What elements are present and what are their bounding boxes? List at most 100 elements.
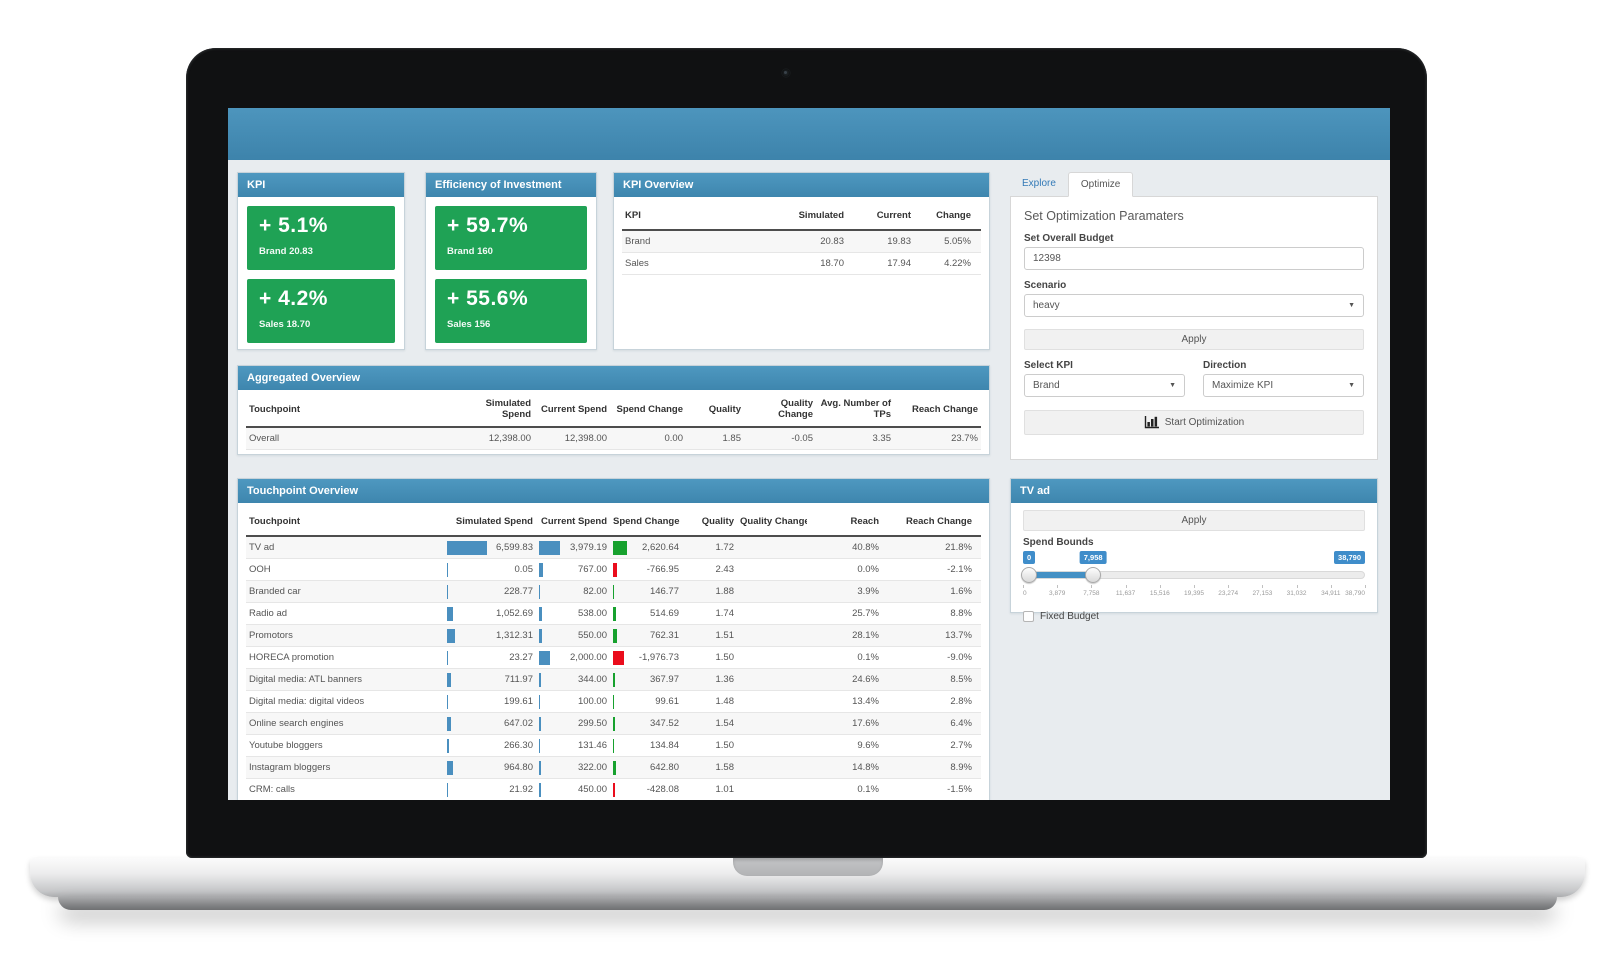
slider-tick <box>1023 585 1024 588</box>
spend-change-value: 514.69 <box>649 608 679 619</box>
spend-change-bar <box>613 672 615 687</box>
table-row[interactable]: Digital media: ATL banners 711.97 344.00 36… <box>246 669 981 691</box>
spend-change-bar <box>613 540 627 555</box>
cell-current: 131.46 <box>536 738 610 753</box>
efficiency-sales-label: Sales 156 <box>447 319 491 330</box>
budget-input[interactable] <box>1024 247 1364 270</box>
cell-quality: 1.48 <box>715 696 735 707</box>
select-kpi-label: Select KPI <box>1024 360 1073 371</box>
slider-tick-label: 0 <box>1023 590 1027 597</box>
cell-simulated: 266.30 <box>444 738 536 753</box>
simulated-bar <box>447 606 454 621</box>
simulated-value: 1,052.69 <box>496 608 533 619</box>
table-row[interactable]: TV ad 6,599.83 3,979.19 2,620.64 1.72 40.8% 21… <box>246 537 981 559</box>
kpi-overview-title: KPI Overview <box>614 173 989 197</box>
aggregated-header-row: Touchpoint Simulated Spend Current Spend Sp… <box>246 394 981 428</box>
table-row[interactable]: Instagram bloggers 964.80 322.00 642.80 1.58… <box>246 757 981 779</box>
spend-change-value: 99.61 <box>655 696 679 707</box>
cell-simulated: 964.80 <box>444 760 536 775</box>
spend-change-bar <box>613 716 615 731</box>
spend-change-value: -766.95 <box>646 564 679 575</box>
cell-reach-change: -2.1% <box>947 564 972 575</box>
current-bar <box>539 562 543 577</box>
table-row[interactable]: Promotors 1,312.31 550.00 762.31 1.51 28.1% 13… <box>246 625 981 647</box>
cell-reach-change: -9.0% <box>947 652 972 663</box>
tab-explore[interactable]: Explore <box>1022 178 1056 189</box>
fixed-budget-checkbox[interactable] <box>1023 611 1034 622</box>
cell-current: 299.50 <box>536 716 610 731</box>
col-7: Reach Change <box>906 515 972 527</box>
kpi-card-sales[interactable]: + 4.2% Sales 18.70 <box>247 279 395 343</box>
table-row[interactable]: Youtube bloggers 266.30 131.46 134.84 1.50 9.… <box>246 735 981 757</box>
cell-touchpoint: Digital media: digital videos <box>249 696 365 707</box>
slider-lower-handle[interactable] <box>1021 567 1037 583</box>
table-row[interactable]: Digital media: digital videos 199.61 100.0… <box>246 691 981 713</box>
cell-5: -0.05 <box>791 433 813 444</box>
kpi-brand-label: Brand 20.83 <box>259 246 313 257</box>
current-value: 767.00 <box>577 564 607 575</box>
current-bar <box>539 650 550 665</box>
col-2: Current Spend <box>541 515 607 527</box>
col-0: Touchpoint <box>249 404 301 415</box>
cell-reach: 13.4% <box>852 696 879 707</box>
cell-spend-change: 762.31 <box>610 628 682 643</box>
select-kpi-select[interactable]: Brand ▼ <box>1024 374 1185 397</box>
spend-bounds-slider: 0 7,958 38,790 0 3,879 7,758 11,637 15,516 19… <box>1021 551 1366 609</box>
kpi-card-brand[interactable]: + 5.1% Brand 20.83 <box>247 206 395 270</box>
kpi-overview-header-row: KPI Simulated Current Change <box>622 201 981 231</box>
optimize-panel: Explore Optimize Set Optimization Parama… <box>1010 172 1378 460</box>
cell-reach-change: 1.6% <box>950 586 972 597</box>
cell-quality: 1.51 <box>715 630 735 641</box>
table-row[interactable]: HORECA promotion 23.27 2,000.00 -1,976.73 1.… <box>246 647 981 669</box>
cell-simulated: 21.92 <box>444 782 536 797</box>
table-row[interactable]: OOH 0.05 767.00 -766.95 2.43 0.0% -2.1% <box>246 559 981 581</box>
slider-tick <box>1296 585 1298 588</box>
cell-touchpoint: Radio ad <box>249 608 288 619</box>
slider-tick-label: 31,032 <box>1286 590 1307 597</box>
efficiency-card-sales[interactable]: + 55.6% Sales 156 <box>435 279 587 343</box>
slider-track[interactable] <box>1023 571 1365 579</box>
cell-kpi: Brand <box>625 236 651 247</box>
cell-6: 3.35 <box>872 433 892 444</box>
cell-reach-change: 2.8% <box>950 696 972 707</box>
table-row[interactable]: Radio ad 1,052.69 538.00 514.69 1.74 25.7% 8.8… <box>246 603 981 625</box>
select-kpi-value: Brand <box>1033 380 1060 391</box>
spend-change-bar <box>613 584 615 599</box>
efficiency-card-brand[interactable]: + 59.7% Brand 160 <box>435 206 587 270</box>
simulated-value: 1,312.31 <box>496 630 533 641</box>
cell-simulated: 1,312.31 <box>444 628 536 643</box>
current-bar <box>539 738 541 753</box>
table-row[interactable]: Overall 12,398.00 12,398.00 0.00 1.85 -0.05 3.… <box>246 428 981 450</box>
current-value: 299.50 <box>577 718 607 729</box>
apply-button[interactable]: Apply <box>1024 329 1364 350</box>
slider-tick <box>1330 585 1332 588</box>
cell-quality: 1.58 <box>715 762 735 773</box>
spend-change-value: 642.80 <box>649 762 679 773</box>
simulated-bar <box>447 672 452 687</box>
table-row[interactable]: CRM: calls 21.92 450.00 -428.08 1.01 0.1% -1.5… <box>246 779 981 800</box>
tv-ad-apply-button[interactable]: Apply <box>1023 510 1365 531</box>
spend-change-bar <box>613 606 616 621</box>
table-row[interactable]: Brand 20.83 19.83 5.05% <box>622 231 981 253</box>
table-row[interactable]: Online search engines 647.02 299.50 347.52 1… <box>246 713 981 735</box>
current-value: 100.00 <box>577 696 607 707</box>
current-bar <box>539 760 541 775</box>
chevron-down-icon: ▼ <box>1169 382 1176 389</box>
slider-fill <box>1024 572 1094 578</box>
cell-touchpoint: Digital media: ATL banners <box>249 674 363 685</box>
scenario-select[interactable]: heavy ▼ <box>1024 294 1364 317</box>
cell-spend-change: 514.69 <box>610 606 682 621</box>
table-row[interactable]: Branded car 228.77 82.00 146.77 1.88 3.9% 1.6% <box>246 581 981 603</box>
col-simulated: Simulated <box>798 209 844 221</box>
cell-reach: 28.1% <box>852 630 879 641</box>
direction-select[interactable]: Maximize KPI ▼ <box>1203 374 1364 397</box>
slider-upper-handle[interactable] <box>1085 567 1102 583</box>
slider-min-badge: 0 <box>1023 551 1036 564</box>
simulated-value: 199.61 <box>503 696 533 707</box>
tab-optimize[interactable]: Optimize <box>1067 172 1134 197</box>
table-row[interactable]: Sales 18.70 17.94 4.22% <box>622 253 981 275</box>
cell-spend-change: -766.95 <box>610 562 682 577</box>
spend-change-value: 762.31 <box>649 630 679 641</box>
cell-current: 450.00 <box>536 782 610 797</box>
start-optimization-button[interactable]: Start Optimization <box>1024 410 1364 435</box>
